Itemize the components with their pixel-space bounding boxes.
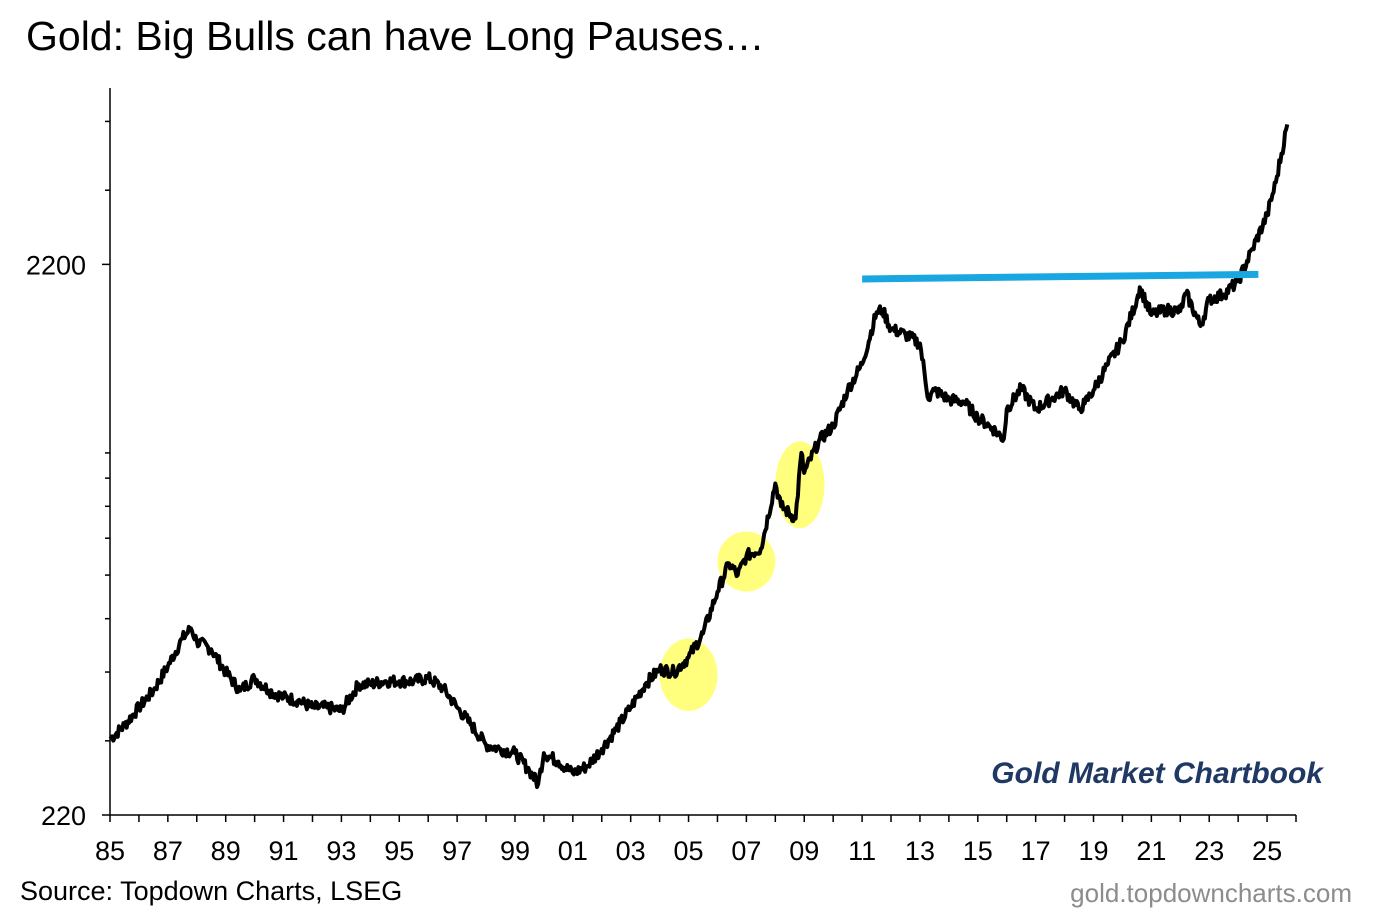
x-tick-label: 97: [442, 836, 472, 866]
x-tick-label: 95: [384, 836, 414, 866]
y-tick-label: 2200: [26, 250, 86, 280]
source-note: Source: Topdown Charts, LSEG: [20, 876, 403, 906]
x-tick-label: 99: [500, 836, 530, 866]
x-tick-label: 23: [1194, 836, 1224, 866]
gold-price-line: [108, 123, 1290, 789]
x-tick-label: 09: [789, 836, 819, 866]
x-tick-label: 21: [1136, 836, 1166, 866]
brand-label: Gold Market Chartbook: [991, 757, 1323, 790]
x-tick-label: 17: [1021, 836, 1051, 866]
x-tick-label: 91: [269, 836, 299, 866]
resistance-layer: [862, 270, 1259, 283]
x-tick-label: 01: [558, 836, 588, 866]
series-layer: [108, 123, 1290, 789]
x-tick-label: 87: [153, 836, 183, 866]
x-tick-label: 15: [963, 836, 993, 866]
x-tick-label: 11: [848, 836, 876, 866]
x-tick-label: 07: [731, 836, 761, 866]
website-link[interactable]: gold.topdowncharts.com: [1070, 878, 1352, 908]
chart-title: Gold: Big Bulls can have Long Pauses…: [26, 13, 765, 59]
x-tick-label: 89: [211, 836, 241, 866]
x-tick-label: 25: [1252, 836, 1282, 866]
x-tick-label: 03: [616, 836, 646, 866]
x-tick-label: 93: [326, 836, 356, 866]
axes: 220 2200 85 87 89 91 93 95 97 99 01 03 05 07 09 11 13 15 1…: [26, 88, 1297, 866]
x-tick-label: 85: [95, 836, 125, 866]
resistance-line: [862, 270, 1259, 283]
x-tick-label: 13: [905, 836, 935, 866]
y-tick-label: 220: [41, 801, 86, 831]
x-tick-label: 05: [674, 836, 704, 866]
x-tick-label: 19: [1078, 836, 1108, 866]
highlight-ellipse: [659, 638, 718, 711]
